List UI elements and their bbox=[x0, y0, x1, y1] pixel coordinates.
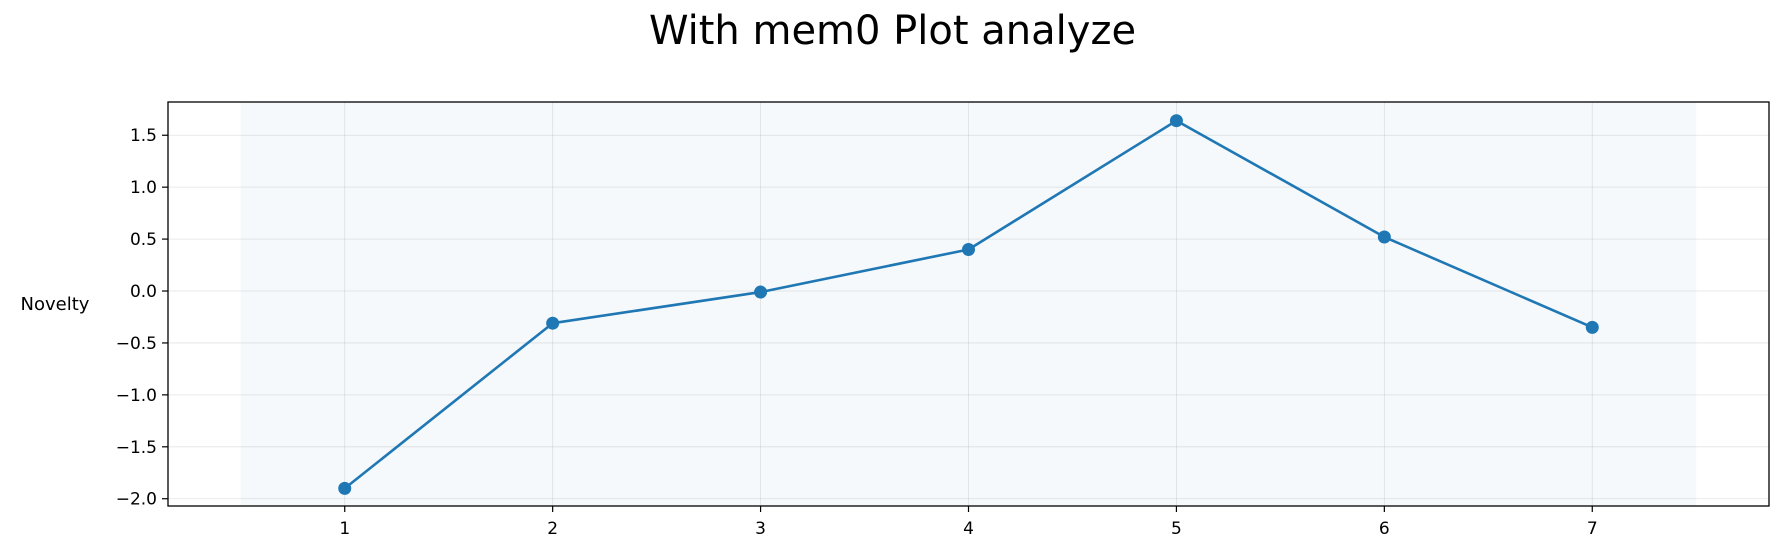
x-axis: 1 2 3 4 5 6 7 bbox=[339, 506, 1598, 539]
y-tick-label: 0.0 bbox=[130, 282, 157, 302]
data-point bbox=[1377, 230, 1391, 244]
chart-title: With mem0 Plot analyze bbox=[648, 8, 1137, 54]
y-tick-label: −2.0 bbox=[116, 490, 157, 510]
y-axis: 1.5 1.0 0.5 0.0 −0.5 −1.0 −1.5 −2.0 bbox=[116, 126, 168, 510]
y-tick-label: −1.5 bbox=[116, 438, 157, 458]
x-tick-label: 2 bbox=[547, 519, 558, 539]
data-point bbox=[962, 242, 975, 256]
data-point bbox=[1585, 320, 1599, 334]
y-tick-label: −0.5 bbox=[116, 334, 157, 354]
x-tick-label: 3 bbox=[755, 519, 766, 539]
data-point bbox=[754, 285, 768, 299]
x-tick-label: 4 bbox=[963, 519, 974, 539]
shaded-region-layer bbox=[240, 102, 1697, 506]
data-point bbox=[1169, 114, 1183, 128]
y-tick-label: 1.5 bbox=[130, 126, 157, 146]
shaded-region bbox=[240, 102, 1697, 506]
y-axis-label: Novelty bbox=[21, 294, 90, 315]
data-point bbox=[338, 481, 352, 495]
y-tick-label: 1.0 bbox=[130, 178, 157, 198]
series-layer bbox=[338, 114, 1599, 495]
x-tick-label: 7 bbox=[1587, 519, 1598, 539]
data-point bbox=[546, 316, 560, 330]
x-tick-label: 5 bbox=[1171, 519, 1182, 539]
grid-layer bbox=[168, 102, 1769, 506]
y-tick-label: −1.0 bbox=[116, 386, 157, 406]
x-tick-label: 6 bbox=[1379, 519, 1390, 539]
x-tick-label: 1 bbox=[339, 519, 350, 539]
y-tick-label: 0.5 bbox=[130, 230, 157, 250]
